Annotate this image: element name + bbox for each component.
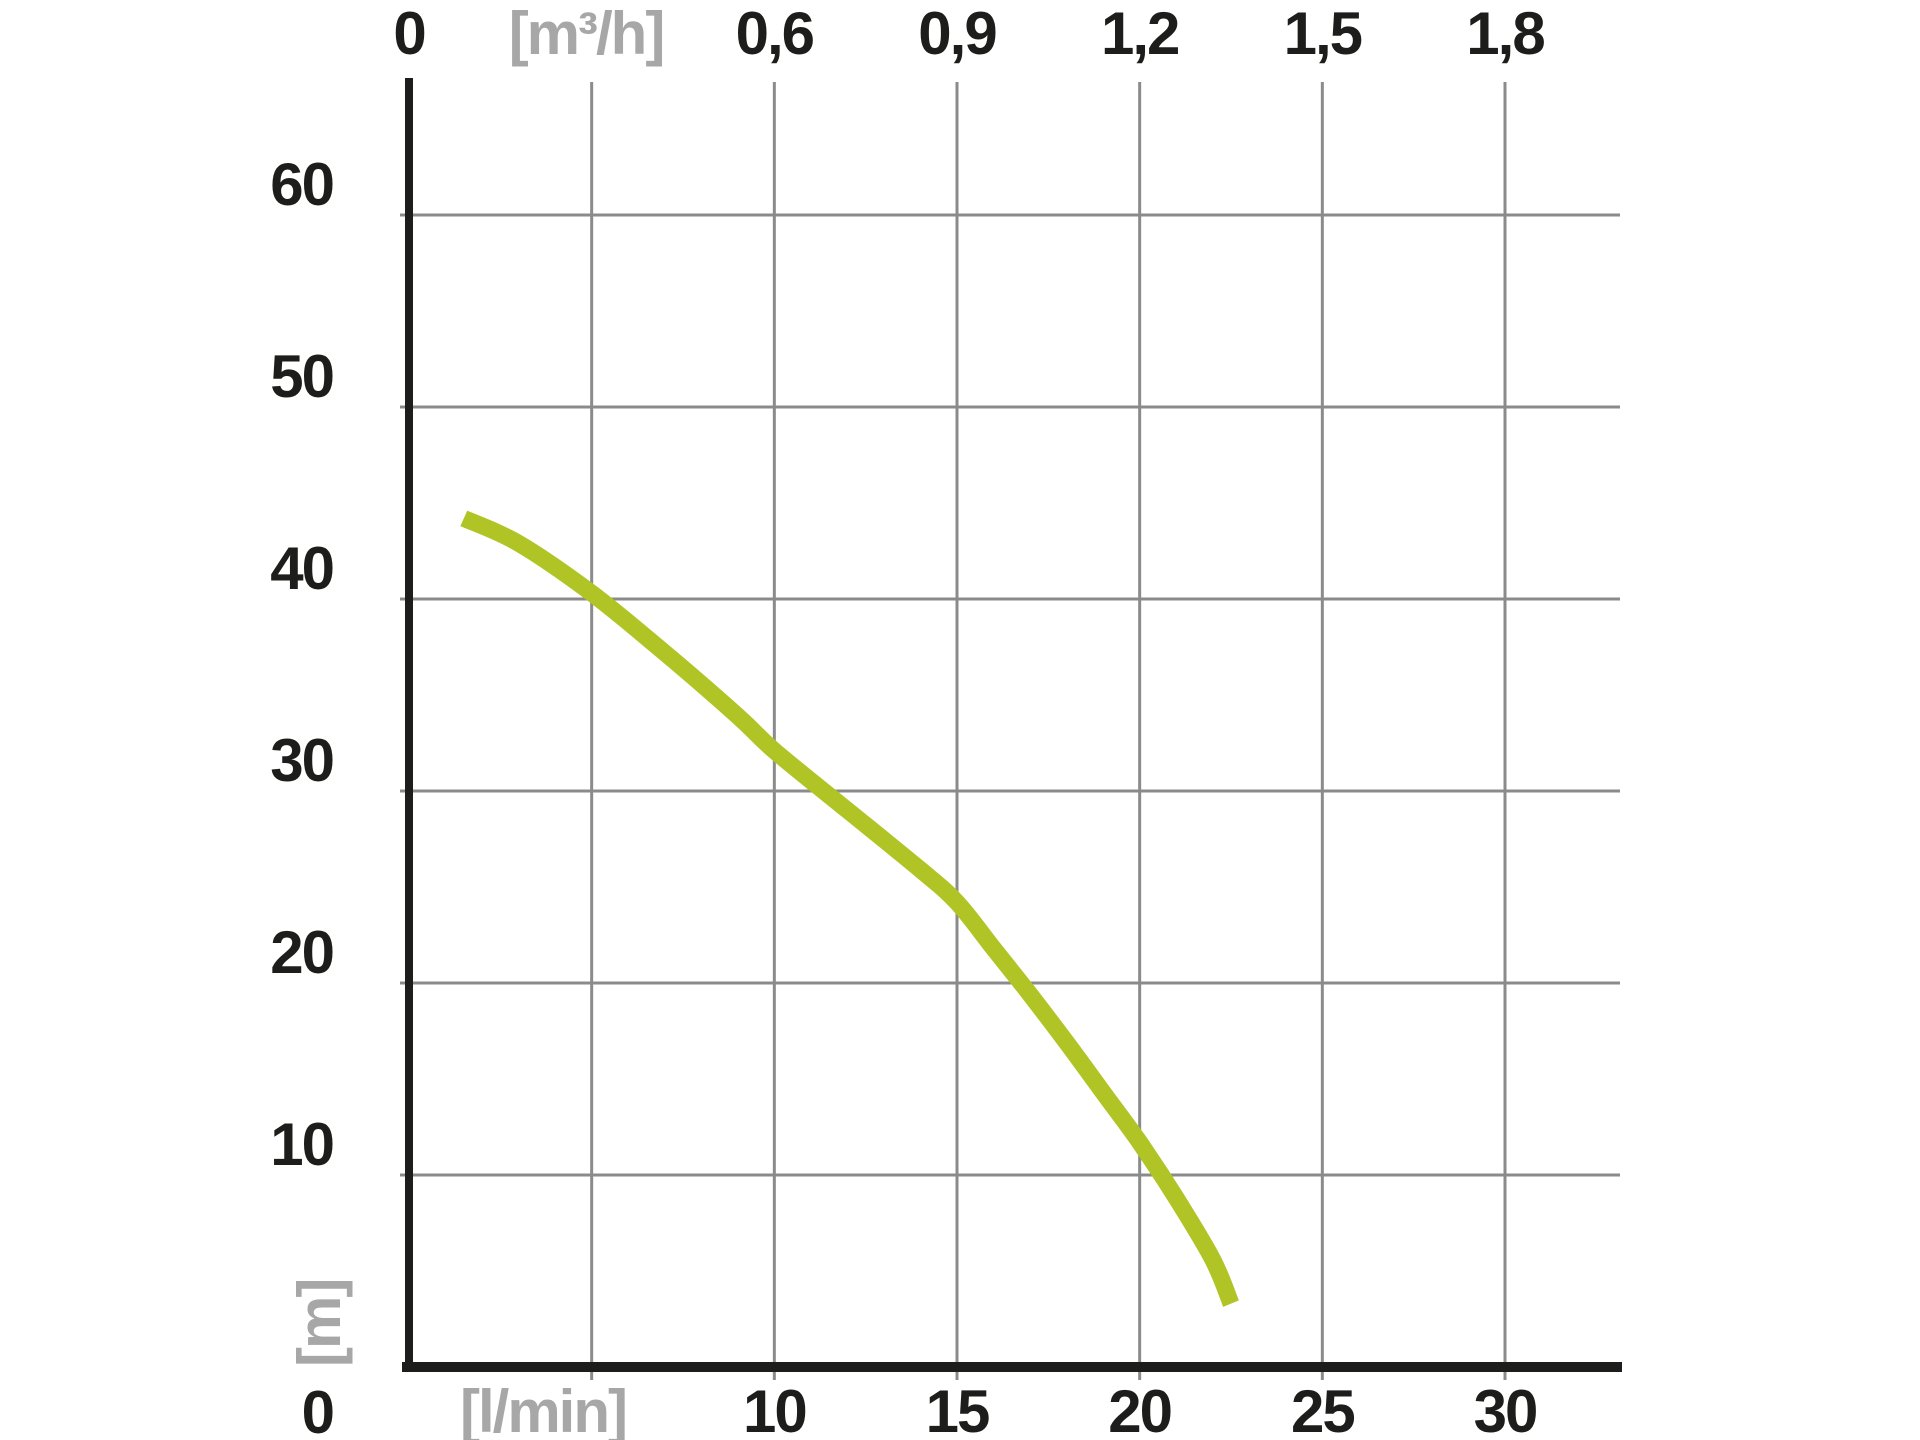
left-axis-tick-label: 40 xyxy=(270,535,333,602)
origin-label: 0 xyxy=(302,1379,333,1440)
top-axis-tick-label: 1,2 xyxy=(1101,0,1178,67)
bottom-axis-unit-label: [l/min] xyxy=(460,1378,626,1440)
top-axis-tick-label: 1,8 xyxy=(1466,0,1544,67)
top-axis-tick-label: 0 xyxy=(393,0,424,67)
top-axis-tick-label: 0,6 xyxy=(736,0,814,67)
bottom-axis-tick-label: 15 xyxy=(926,1378,989,1440)
left-axis-tick-label: 30 xyxy=(270,727,333,794)
top-axis-tick-label: 1,5 xyxy=(1284,0,1362,67)
top-axis-tick-label: 0,9 xyxy=(918,0,996,67)
left-axis-tick-label: 60 xyxy=(270,151,333,218)
bottom-axis-tick-label: 25 xyxy=(1291,1378,1354,1440)
bottom-axis-tick-label: 20 xyxy=(1108,1378,1171,1440)
left-axis-tick-label: 20 xyxy=(270,919,333,986)
top-axis-unit-label: [m³/h] xyxy=(509,0,664,67)
pump-curve-path xyxy=(460,510,1239,1307)
left-axis-unit-label: [m] xyxy=(286,1280,353,1367)
left-axis-tick-label: 10 xyxy=(270,1111,333,1178)
bottom-axis-tick-label: 10 xyxy=(743,1378,806,1440)
bottom-axis-tick-label: 30 xyxy=(1474,1378,1537,1440)
left-axis-tick-label: 50 xyxy=(270,343,333,410)
